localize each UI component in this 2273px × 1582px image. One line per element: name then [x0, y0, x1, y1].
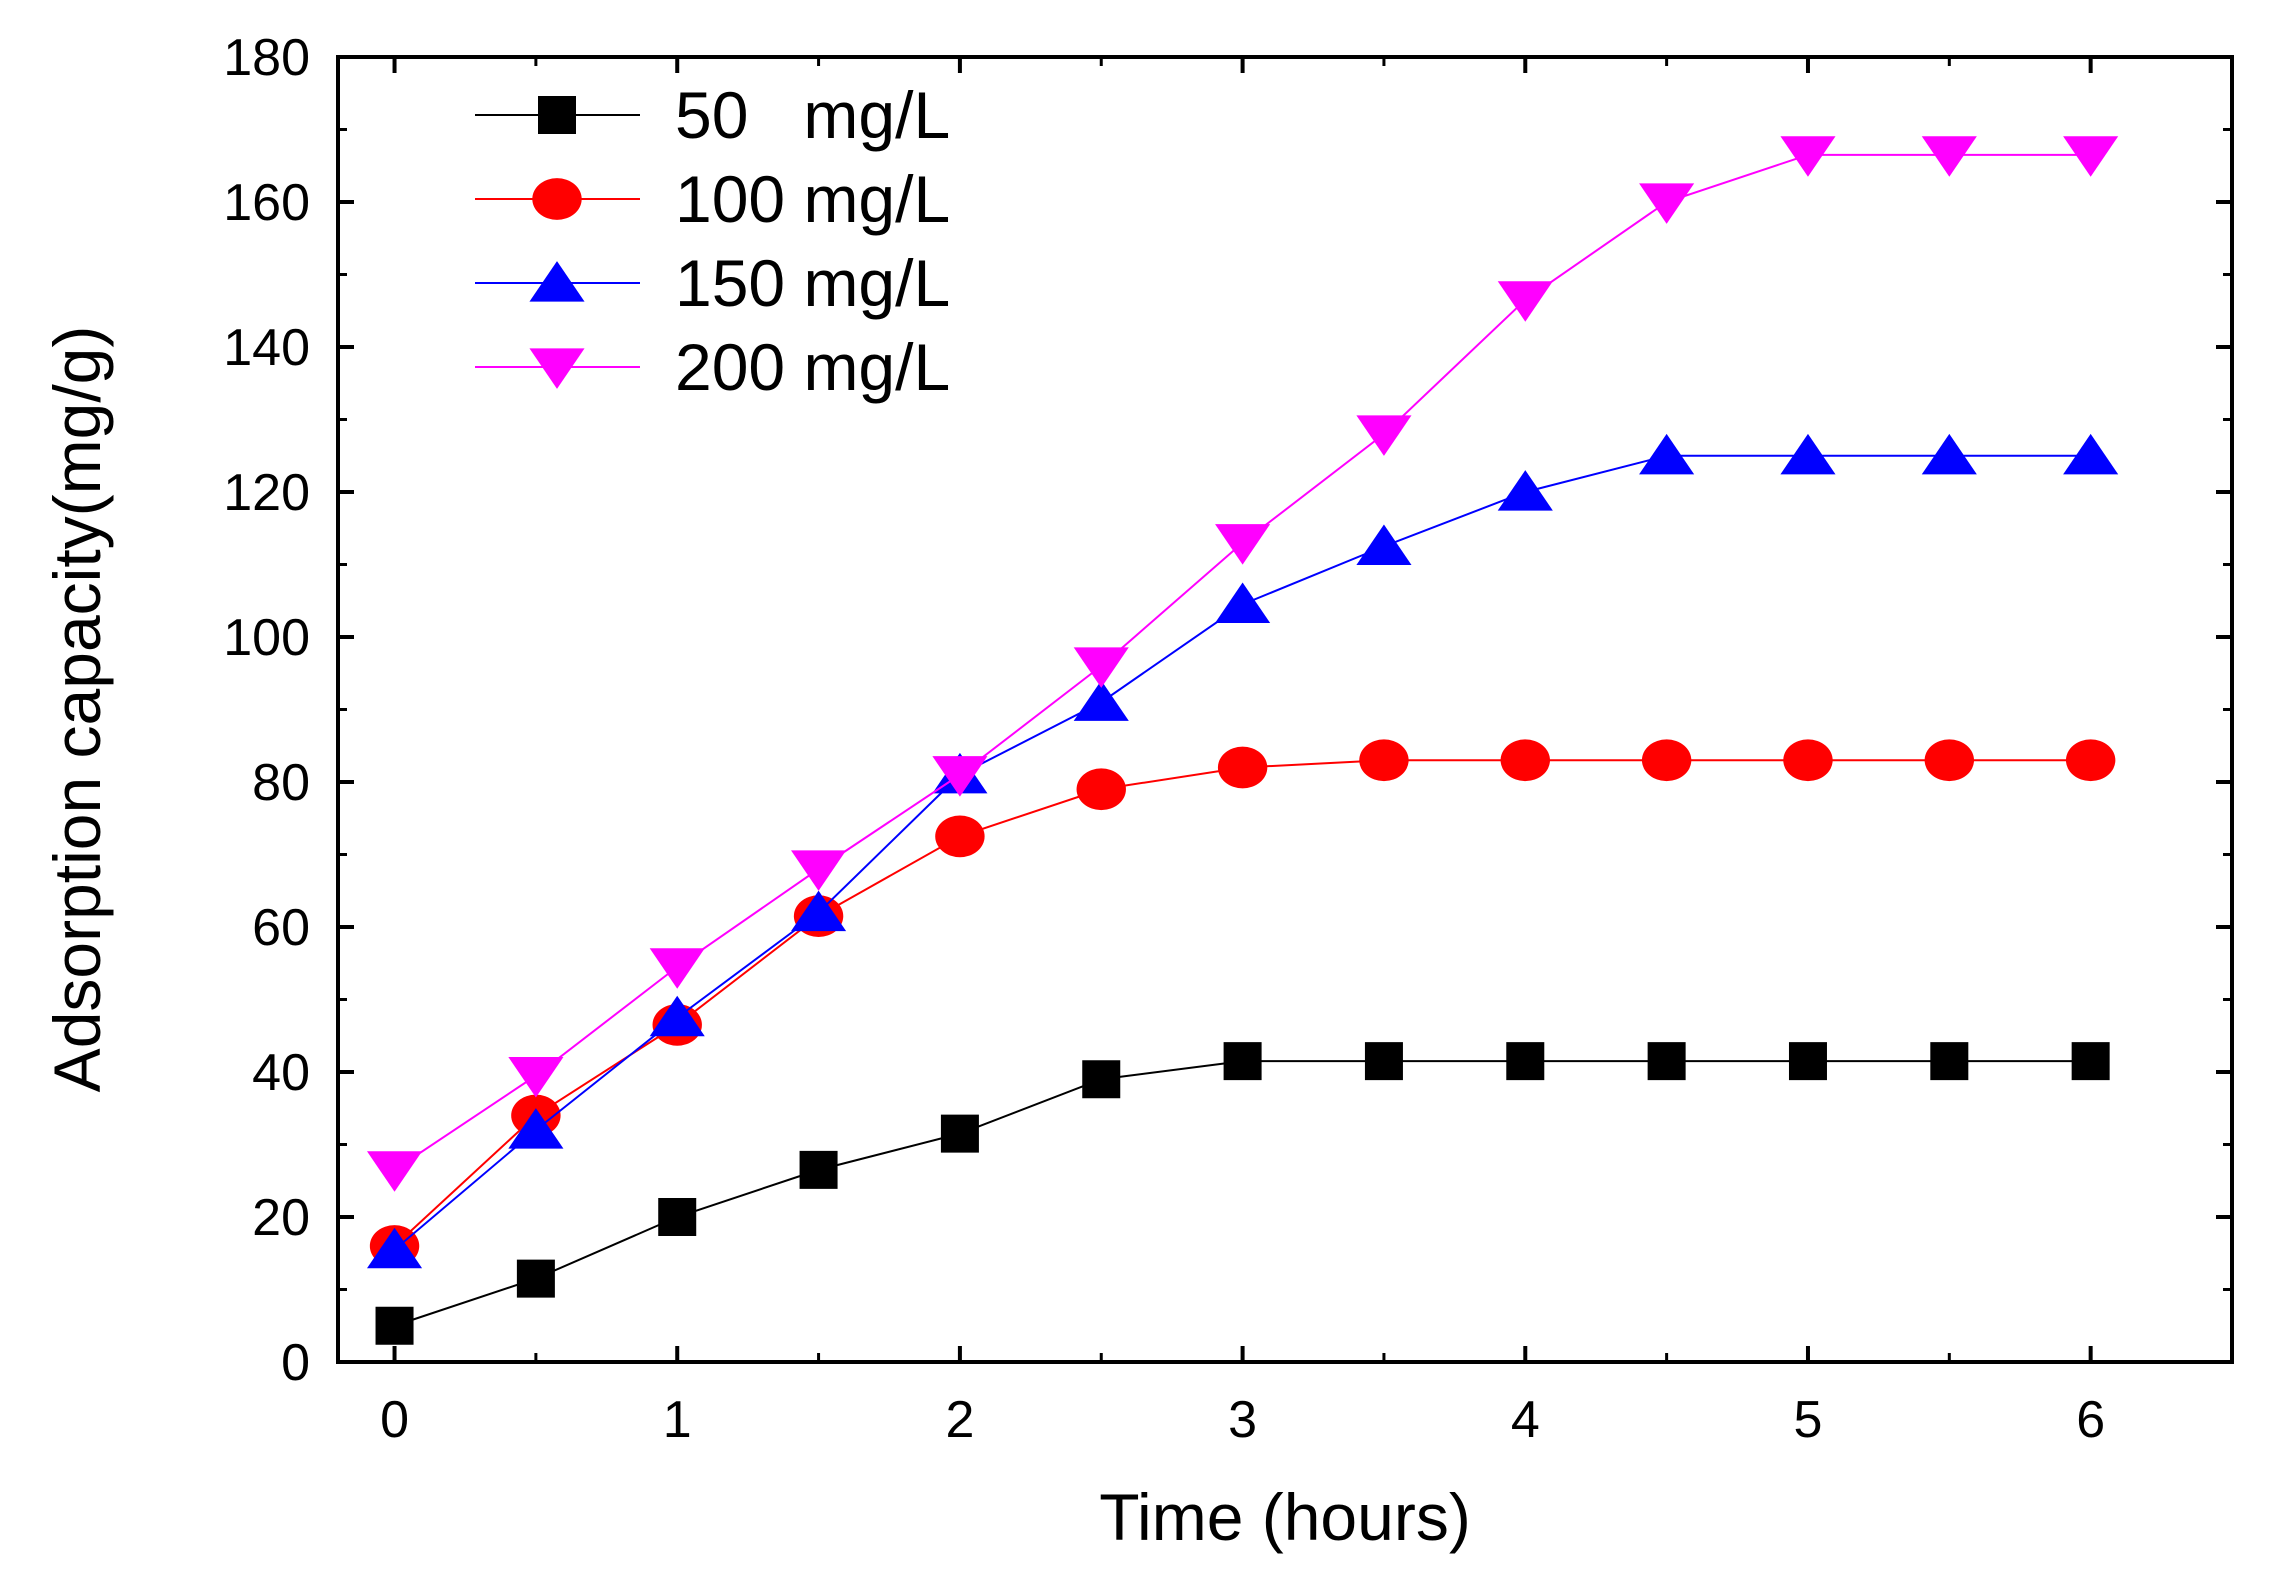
- x-tick-label: 0: [380, 1391, 409, 1449]
- data-point: [1506, 1042, 1545, 1081]
- axes: 0 20 40 60 80 100 120 140 160 180 0 1 2 3 4 5 6: [223, 29, 2234, 1449]
- data-point: [1639, 433, 1695, 475]
- data-point: [1497, 470, 1553, 511]
- data-point: [649, 995, 705, 1037]
- legend-label: 200 mg/L: [675, 330, 950, 404]
- legend-marker: [538, 96, 576, 134]
- x-tick-label: 4: [1511, 1391, 1540, 1449]
- series-0: [375, 1042, 2110, 1345]
- data-point: [516, 1259, 555, 1298]
- legend-marker: [529, 261, 585, 302]
- data-point: [1364, 1042, 1403, 1081]
- legend: 50 mg/L 100 mg/L 150 mg/L 200 mg/L: [475, 78, 950, 404]
- x-axis-title: Time (hours): [1099, 1480, 1471, 1554]
- data-point: [1359, 739, 1409, 782]
- series-3: [366, 136, 2119, 1192]
- legend-marker: [532, 178, 582, 220]
- data-point: [935, 815, 985, 858]
- data-point: [1073, 647, 1129, 688]
- legend-entry-3: 200 mg/L: [475, 330, 950, 404]
- plot-content: [366, 136, 2119, 1345]
- data-point: [1780, 136, 1836, 177]
- data-point: [366, 1227, 423, 1269]
- data-point: [1356, 524, 1412, 565]
- data-point: [2071, 1042, 2110, 1081]
- legend-entry-2: 150 mg/L: [475, 246, 950, 320]
- y-tick-label: 40: [252, 1044, 310, 1102]
- y-tick-label: 120: [223, 464, 310, 522]
- legend-entry-0: 50 mg/L: [475, 78, 950, 152]
- data-point: [1647, 1042, 1686, 1081]
- y-tick-label: 60: [252, 899, 310, 957]
- data-point: [508, 1057, 564, 1098]
- data-point: [1641, 739, 1692, 782]
- legend-marker: [529, 348, 585, 389]
- series-2: [366, 433, 2119, 1269]
- data-point: [791, 850, 847, 891]
- data-point: [508, 1108, 564, 1149]
- x-tick-label: 6: [2076, 1391, 2105, 1449]
- data-point: [1073, 680, 1129, 721]
- series-line: [394, 1060, 2091, 1327]
- data-point: [1921, 433, 1977, 475]
- data-point: [2063, 433, 2119, 475]
- y-tick-label: 180: [223, 29, 310, 87]
- data-point: [649, 948, 705, 989]
- data-point: [366, 1151, 423, 1192]
- y-tick-label: 80: [252, 754, 310, 812]
- series-line: [393, 454, 2091, 1251]
- legend-label: 150 mg/L: [675, 246, 950, 320]
- data-point: [791, 890, 847, 932]
- series-line: [393, 153, 2091, 1171]
- data-point: [1223, 1042, 1262, 1081]
- data-point: [1497, 281, 1553, 322]
- data-point: [1500, 739, 1550, 782]
- y-axis-title: Adsorption capacity(mg/g): [40, 326, 114, 1093]
- x-tick-label: 3: [1228, 1391, 1257, 1449]
- data-point: [658, 1198, 697, 1236]
- data-point: [799, 1150, 838, 1189]
- data-point: [932, 756, 988, 797]
- y-tick-label: 140: [223, 319, 310, 377]
- data-point: [1076, 768, 1126, 811]
- data-point: [1783, 739, 1833, 782]
- y-tick-label: 20: [252, 1189, 310, 1247]
- x-tick-label: 2: [945, 1391, 974, 1449]
- data-point: [375, 1306, 414, 1345]
- plot-frame: [336, 55, 2234, 1364]
- data-point: [1788, 1042, 1827, 1081]
- y-tick-label: 160: [223, 174, 310, 232]
- data-point: [1215, 524, 1271, 565]
- data-point: [2065, 739, 2116, 782]
- legend-label: 100 mg/L: [675, 162, 950, 236]
- y-tick-label: 100: [223, 609, 310, 667]
- x-tick-label: 5: [1794, 1391, 1823, 1449]
- legend-entry-1: 100 mg/L: [475, 162, 950, 236]
- data-point: [1924, 739, 1975, 782]
- data-point: [940, 1114, 979, 1153]
- data-point: [1215, 582, 1271, 623]
- data-point: [1639, 183, 1695, 224]
- data-point: [1356, 415, 1412, 456]
- data-point: [1921, 136, 1977, 177]
- data-point: [1082, 1060, 1121, 1099]
- x-tick-label: 1: [663, 1391, 692, 1449]
- data-point: [1217, 746, 1268, 789]
- data-point: [1930, 1042, 1969, 1081]
- series-line: [393, 759, 2091, 1247]
- legend-label: 50 mg/L: [675, 78, 950, 152]
- data-point: [1780, 433, 1836, 475]
- y-tick-label: 0: [281, 1334, 310, 1392]
- data-point: [2063, 136, 2119, 177]
